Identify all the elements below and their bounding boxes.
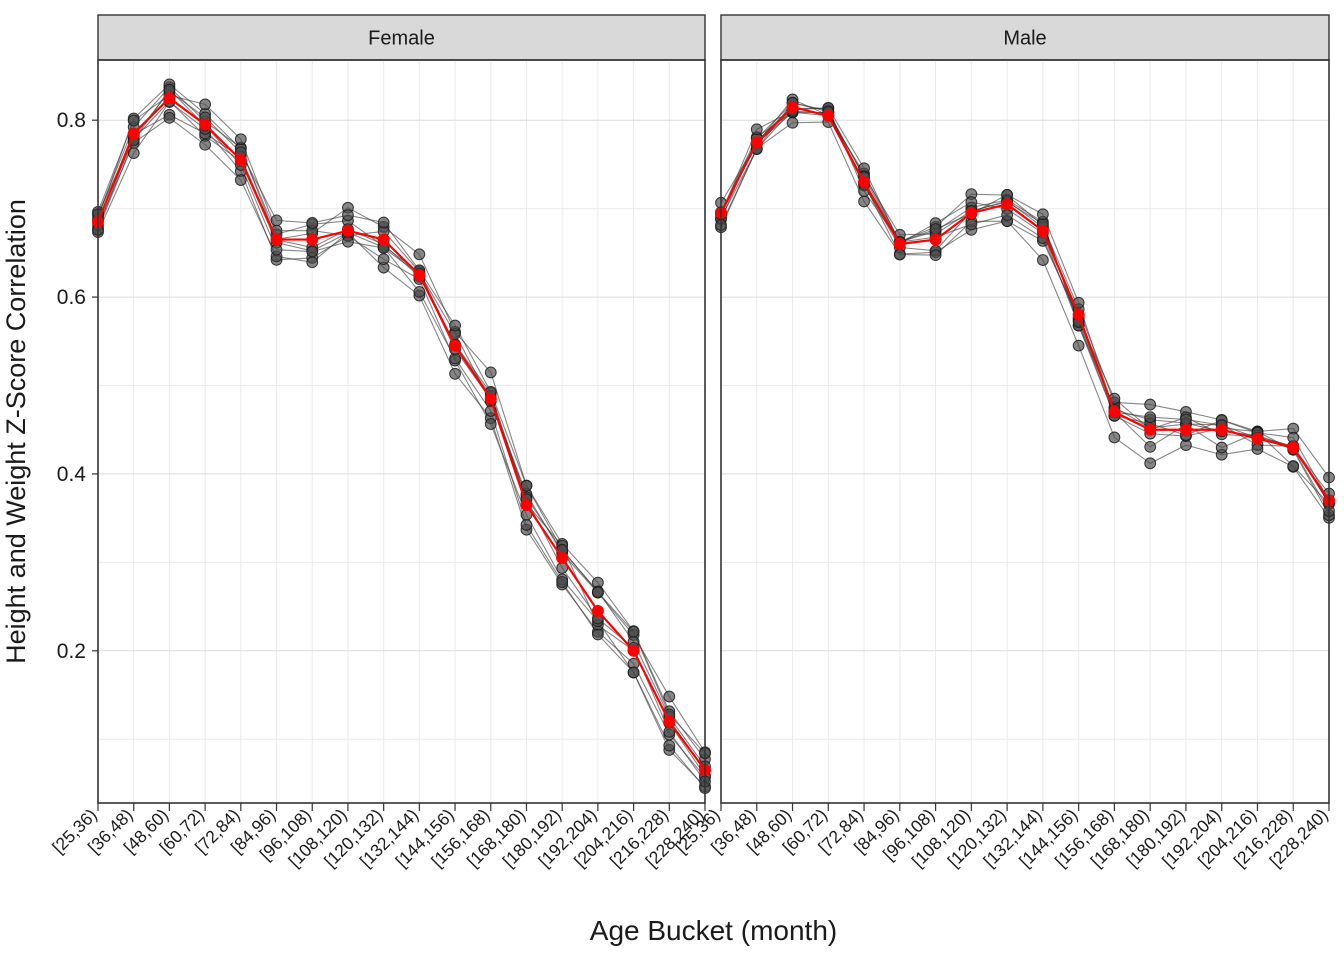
svg-text:0.8: 0.8 — [57, 109, 86, 132]
svg-text:0.2: 0.2 — [57, 640, 86, 663]
svg-text:Female: Female — [368, 28, 435, 50]
svg-text:0.6: 0.6 — [57, 286, 86, 309]
svg-text:Height and Weight Z-Score Corr: Height and Weight Z-Score Correlation — [1, 199, 31, 664]
svg-text:0.4: 0.4 — [57, 463, 87, 486]
svg-text:Age Bucket (month): Age Bucket (month) — [590, 915, 837, 946]
svg-text:Male: Male — [1003, 28, 1046, 50]
